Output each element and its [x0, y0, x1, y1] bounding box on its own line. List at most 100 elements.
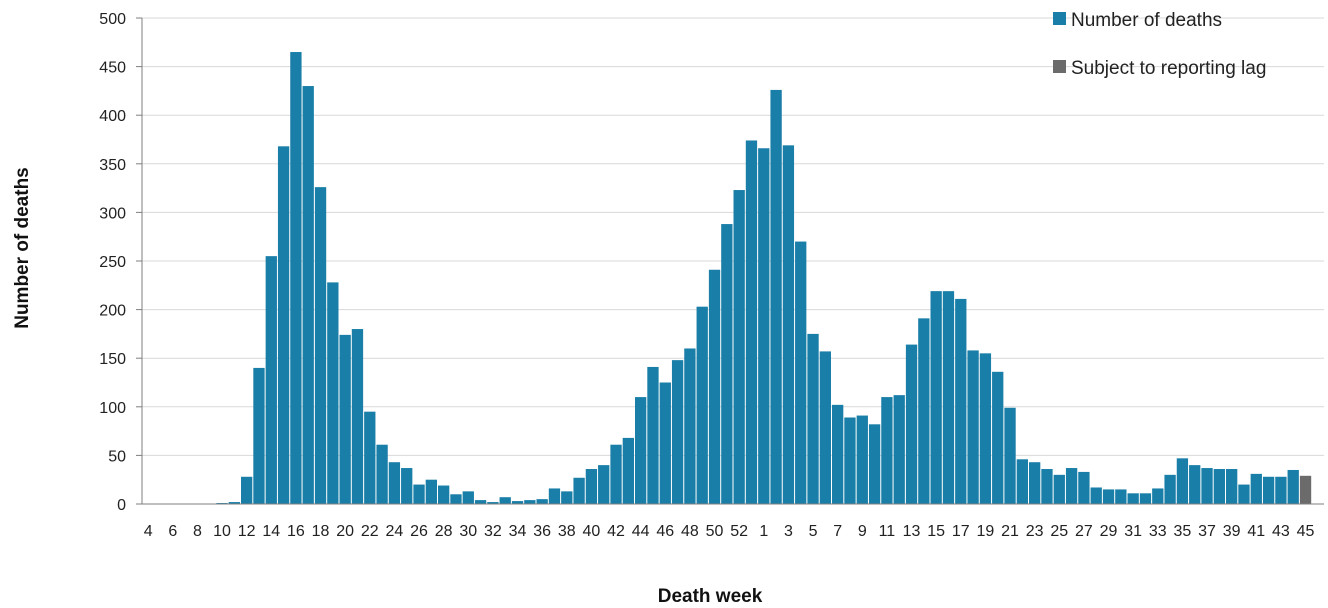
x-tick-label: 43: [1272, 523, 1290, 540]
y-tick-label: 150: [99, 351, 126, 368]
bar-deaths: [585, 469, 598, 504]
bar-deaths: [561, 491, 573, 504]
x-tick-label: 25: [1050, 523, 1068, 540]
bar-deaths: [1065, 468, 1078, 504]
bar-deaths: [302, 86, 314, 504]
bar-deaths: [745, 140, 758, 504]
bar-deaths: [1164, 474, 1176, 504]
gridlines: [142, 17, 1324, 456]
bar-deaths: [241, 476, 253, 504]
y-tick-label: 400: [99, 108, 126, 125]
legend: Number of deaths Subject to reporting la…: [1053, 10, 1266, 79]
bar-deaths: [1102, 489, 1115, 504]
bar-deaths: [376, 444, 388, 504]
bar-deaths: [253, 367, 265, 504]
x-axis-title: Death week: [658, 586, 763, 607]
y-tick-labels: 0 50 100 150 200 250 300 350 400 450 500: [99, 11, 126, 514]
bar-deaths: [1250, 473, 1262, 504]
x-tick-label: 27: [1075, 523, 1093, 540]
x-tick-label: 15: [927, 523, 945, 540]
bar-deaths: [659, 382, 671, 504]
bar-deaths: [1176, 458, 1189, 504]
bar-deaths: [1201, 468, 1213, 504]
bar-deaths: [364, 411, 376, 504]
bar-deaths: [832, 404, 844, 504]
x-tick-label: 12: [238, 523, 256, 540]
bar-deaths: [425, 479, 437, 504]
bar-deaths: [979, 353, 992, 504]
x-tick-label: 36: [533, 523, 551, 540]
bar-deaths: [992, 371, 1004, 504]
bar-deaths: [511, 501, 524, 504]
x-tick-label: 28: [435, 523, 453, 540]
x-tick-label: 1: [759, 523, 768, 540]
bar-deaths: [635, 397, 647, 504]
x-tick-label: 7: [833, 523, 842, 540]
legend-label-number-of-deaths: Number of deaths: [1071, 10, 1222, 31]
x-tick-label: 5: [809, 523, 818, 540]
x-tick-label: 13: [903, 523, 921, 540]
x-tick-label: 17: [952, 523, 970, 540]
bar-deaths: [856, 415, 868, 504]
bar-deaths: [610, 444, 622, 504]
bar-deaths: [351, 329, 364, 504]
bar-deaths: [339, 334, 351, 504]
x-tick-label: 3: [784, 523, 793, 540]
bar-deaths: [795, 241, 807, 504]
bar-deaths: [1287, 469, 1299, 504]
bar-deaths: [536, 499, 548, 504]
bar-deaths: [1189, 465, 1201, 504]
y-tick-label: 0: [117, 497, 126, 514]
axes: [136, 17, 1324, 505]
x-tick-label: 23: [1026, 523, 1044, 540]
y-tick-label: 300: [99, 205, 126, 222]
x-tick-label: 33: [1149, 523, 1167, 540]
bar-deaths: [401, 468, 413, 504]
x-tick-label: 9: [858, 523, 867, 540]
x-tick-label: 10: [213, 523, 231, 540]
bar-deaths: [573, 477, 585, 504]
bar-deaths: [277, 146, 290, 505]
x-tick-label: 45: [1297, 523, 1315, 540]
x-tick-label: 30: [459, 523, 477, 540]
bar-deaths: [782, 145, 795, 504]
bar-deaths: [770, 89, 782, 505]
bar-deaths: [1139, 493, 1152, 504]
x-tick-label: 4: [144, 523, 153, 540]
bar-deaths: [696, 306, 708, 504]
bar-deaths: [807, 333, 819, 504]
bar-deaths: [524, 500, 536, 504]
x-tick-label: 42: [607, 523, 625, 540]
bar-deaths: [314, 187, 327, 504]
x-tick-label: 48: [681, 523, 699, 540]
bar-deaths: [721, 224, 733, 504]
x-tick-label: 50: [706, 523, 724, 540]
bar-deaths: [1029, 462, 1041, 504]
bar-deaths: [881, 397, 893, 504]
bar-reporting-lag: [1299, 475, 1312, 504]
x-tick-label: 8: [193, 523, 202, 540]
bar-deaths: [844, 417, 856, 504]
x-tick-label: 29: [1100, 523, 1118, 540]
x-tick-label: 6: [168, 523, 177, 540]
x-tick-label: 14: [262, 523, 280, 540]
x-tick-label: 44: [632, 523, 650, 540]
x-tick-label: 35: [1174, 523, 1192, 540]
bar-deaths: [474, 500, 487, 504]
bar-deaths: [450, 494, 462, 504]
y-axis-title: Number of deaths: [12, 167, 33, 329]
x-tick-label: 21: [1001, 523, 1019, 540]
bar-deaths: [438, 485, 450, 504]
bar-deaths: [228, 502, 240, 504]
y-tick-label: 200: [99, 303, 126, 320]
bar-deaths: [1127, 493, 1139, 504]
y-tick-label: 500: [99, 11, 126, 28]
x-tick-label: 38: [558, 523, 576, 540]
bar-deaths: [893, 395, 905, 504]
x-tick-label: 22: [361, 523, 379, 540]
bar-deaths: [942, 291, 955, 504]
bar-deaths: [955, 298, 967, 504]
x-tick-label: 32: [484, 523, 502, 540]
bar-deaths: [758, 148, 770, 504]
